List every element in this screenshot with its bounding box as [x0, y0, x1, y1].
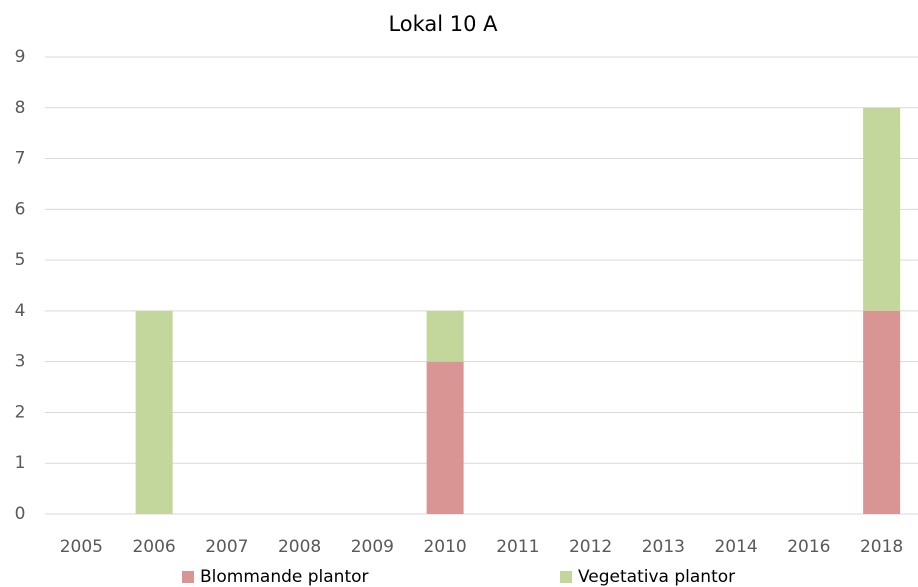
legend-text: Blommande plantor	[200, 567, 369, 587]
x-tick-label: 2013	[642, 537, 685, 557]
y-tick-label: 6	[15, 199, 26, 219]
bar-segment	[135, 310, 173, 514]
x-tick-label: 2006	[132, 537, 175, 557]
y-tick-label: 4	[15, 301, 26, 321]
bar-segment	[863, 310, 901, 514]
y-tick-label: 9	[15, 47, 26, 67]
legend-text: Vegetativa plantor	[578, 567, 735, 587]
x-tick-label: 2007	[205, 537, 248, 557]
chart-title: Lokal 10 A	[388, 12, 498, 36]
bar-segment	[426, 361, 464, 514]
bar-segment	[426, 310, 464, 362]
x-tick-label: 2016	[787, 537, 830, 557]
bar-segment	[863, 107, 901, 311]
legend-swatch	[560, 571, 572, 583]
legend-swatch	[182, 571, 194, 583]
x-tick-label: 2018	[860, 537, 903, 557]
x-tick-label: 2009	[351, 537, 394, 557]
x-tick-label: 2008	[278, 537, 321, 557]
y-tick-label: 7	[15, 149, 26, 169]
y-tick-label: 1	[15, 453, 26, 473]
x-tick-label: 2014	[714, 537, 757, 557]
x-tick-label: 2012	[569, 537, 612, 557]
y-tick-label: 2	[15, 402, 26, 422]
y-tick-label: 3	[15, 352, 26, 372]
y-tick-label: 0	[15, 504, 26, 524]
x-tick-label: 2010	[423, 537, 466, 557]
x-tick-label: 2005	[60, 537, 103, 557]
x-tick-label: 2011	[496, 537, 539, 557]
y-tick-label: 8	[15, 98, 26, 118]
y-tick-label: 5	[15, 250, 26, 270]
